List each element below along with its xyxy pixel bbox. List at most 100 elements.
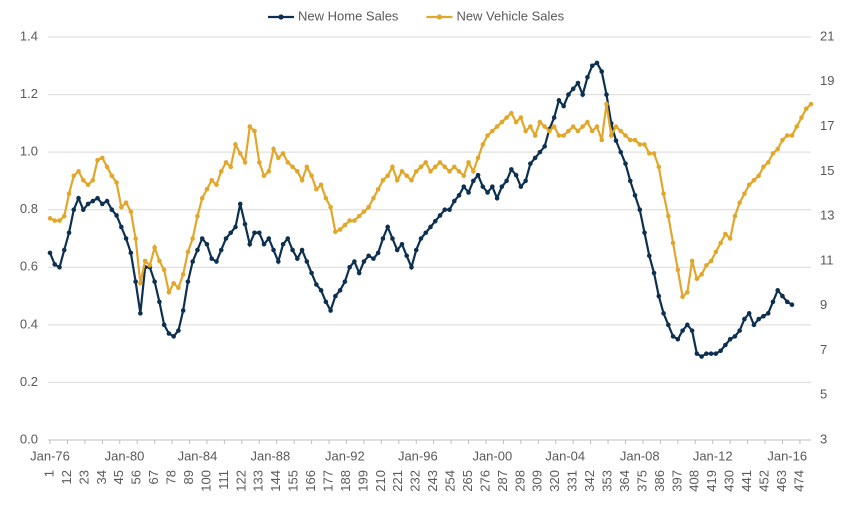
data-point <box>375 186 381 192</box>
x-tick-label: 463 <box>774 470 789 492</box>
x-tick-label: 177 <box>320 470 335 492</box>
legend-marker <box>436 14 443 20</box>
x-tick-label: 243 <box>425 470 440 492</box>
data-point <box>180 308 186 313</box>
data-point <box>90 198 96 204</box>
data-point <box>808 101 814 107</box>
data-point <box>608 133 614 138</box>
data-point <box>475 172 481 178</box>
data-point <box>237 201 243 207</box>
data-point <box>157 299 162 305</box>
data-point <box>61 247 67 253</box>
data-point <box>632 137 638 143</box>
data-point <box>737 328 742 333</box>
data-point <box>442 164 448 170</box>
data-point <box>461 173 467 179</box>
data-point <box>675 267 681 273</box>
data-point <box>775 288 781 293</box>
y-tick-label: 0.4 <box>20 316 38 331</box>
data-point <box>513 172 519 178</box>
data-point <box>337 288 343 293</box>
data-point <box>114 213 119 218</box>
data-point <box>490 128 495 134</box>
data-point <box>618 149 624 155</box>
data-point <box>756 316 761 322</box>
data-point <box>309 173 314 179</box>
data-point <box>123 236 129 241</box>
y2-tick-label: 15 <box>820 163 834 178</box>
data-point <box>642 230 647 236</box>
x-date-label: Jan-16 <box>767 448 807 463</box>
y2-tick-label: 5 <box>820 387 827 402</box>
data-point <box>432 164 438 170</box>
data-point <box>523 128 528 134</box>
data-point <box>95 157 100 163</box>
data-point <box>570 124 576 129</box>
data-point <box>803 106 809 111</box>
data-point <box>247 241 253 247</box>
data-point <box>290 247 295 253</box>
data-point <box>589 128 595 134</box>
data-point <box>699 272 704 277</box>
data-point <box>404 173 410 179</box>
y2-tick-label: 19 <box>820 73 834 88</box>
data-point <box>471 169 476 174</box>
x-tick-label: 452 <box>756 470 771 492</box>
x-tick-label: 254 <box>443 470 458 492</box>
x-tick-label: 397 <box>669 470 684 492</box>
data-point <box>285 236 291 241</box>
data-point <box>66 230 72 236</box>
data-point <box>642 142 647 147</box>
data-point <box>80 207 86 213</box>
x-tick-label: 199 <box>355 470 370 492</box>
data-point <box>528 124 533 129</box>
data-point <box>85 201 91 207</box>
x-tick-label: 45 <box>111 470 126 484</box>
data-point <box>176 328 181 333</box>
data-point <box>637 207 643 213</box>
data-point <box>585 119 590 125</box>
data-point <box>570 86 576 92</box>
data-point <box>580 92 585 97</box>
data-point <box>161 267 167 273</box>
x-tick-label: 23 <box>76 470 91 484</box>
data-point <box>718 348 723 354</box>
data-point <box>190 259 195 264</box>
x-tick-label: 353 <box>600 470 615 492</box>
x-tick-label: 342 <box>582 470 597 492</box>
x-tick-label: 375 <box>634 470 649 492</box>
x-date-label: Jan-08 <box>620 448 660 463</box>
data-point <box>428 169 433 174</box>
data-point <box>271 146 276 152</box>
data-point <box>318 288 324 293</box>
data-point <box>318 182 324 188</box>
data-point <box>247 124 253 129</box>
data-point <box>52 218 58 223</box>
data-point <box>561 103 566 109</box>
data-point <box>290 164 295 170</box>
data-point <box>613 138 619 143</box>
data-point <box>323 195 329 201</box>
data-point <box>528 161 533 166</box>
data-point <box>133 279 138 284</box>
data-point <box>789 133 795 138</box>
legend-marker <box>278 14 284 20</box>
data-point <box>480 142 486 147</box>
x-tick-label: 155 <box>286 470 301 492</box>
data-point <box>271 247 276 253</box>
data-point <box>218 169 224 174</box>
data-point <box>214 259 219 264</box>
data-point <box>228 230 234 236</box>
data-point <box>399 169 405 174</box>
data-point <box>223 236 229 241</box>
data-point <box>689 328 695 333</box>
data-point <box>128 250 134 256</box>
data-point <box>285 160 291 165</box>
data-point <box>566 128 571 134</box>
data-point <box>432 218 438 224</box>
y2-tick-label: 7 <box>820 342 827 357</box>
data-point <box>104 198 110 204</box>
data-point <box>594 60 600 66</box>
y2-tick-label: 17 <box>820 118 834 133</box>
